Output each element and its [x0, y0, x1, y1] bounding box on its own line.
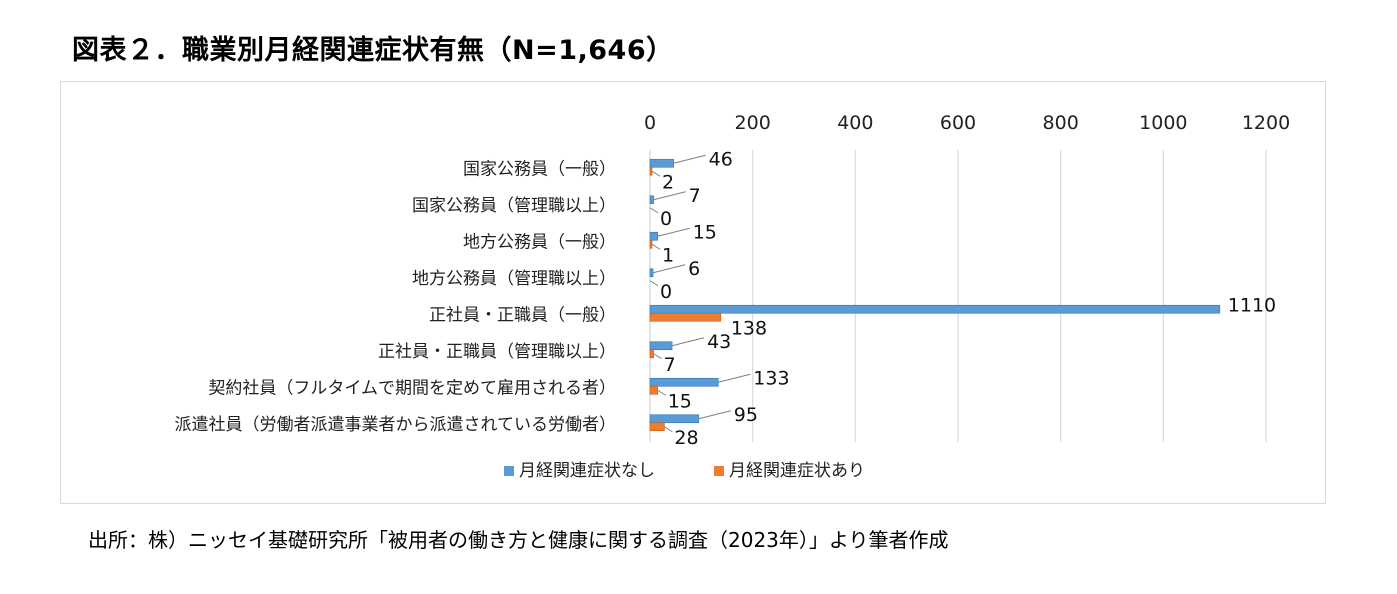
category-labels: 国家公務員（一般） 国家公務員（管理職以上） 地方公務員（一般） 地方公務員（管理職以…	[175, 159, 617, 435]
category-label: 地方公務員（一般）	[463, 232, 616, 252]
x-tick-label: 800	[1043, 112, 1079, 134]
category-label: 正社員・正職員（一般）	[429, 305, 616, 325]
leader-line	[671, 337, 705, 347]
leader-line	[657, 227, 690, 237]
data-label-series1: 1110	[1228, 294, 1276, 316]
x-tick-label: 1000	[1139, 112, 1187, 134]
leader-line	[698, 410, 731, 420]
category-label: 地方公務員（管理職以上）	[412, 269, 616, 289]
bar-series2	[649, 385, 658, 395]
data-label-series1: 7	[689, 185, 701, 207]
category-label: 国家公務員（一般）	[463, 159, 616, 179]
leader-line	[653, 191, 686, 201]
category-label: 契約社員（フルタイムで期間を定めて雇用される者）	[208, 378, 616, 398]
leader-line	[652, 264, 686, 274]
leader-line	[664, 426, 673, 433]
bar-series2	[649, 166, 653, 176]
category-label: 国家公務員（管理職以上）	[412, 196, 616, 216]
data-label-series2: 0	[660, 281, 672, 303]
bar-series1	[649, 304, 1221, 314]
category-label: 派遣社員（労働者派遣事業者から派遣されている労働者）	[175, 415, 617, 435]
data-label-series1: 6	[688, 258, 700, 280]
bar-series2	[649, 239, 653, 249]
legend-swatch	[504, 466, 514, 476]
data-label-series2: 1	[662, 244, 674, 266]
bar-series1	[649, 231, 658, 241]
data-label-series2: 138	[731, 317, 767, 339]
data-label-series2: 2	[662, 171, 674, 193]
x-tick-label: 200	[735, 112, 771, 134]
bar-series2	[649, 312, 722, 322]
bar-series2	[649, 349, 654, 359]
leader-line	[653, 353, 662, 360]
leader-line	[651, 170, 661, 177]
bar-series2	[649, 422, 665, 432]
leader-line	[651, 243, 661, 250]
gridlines	[649, 150, 1267, 442]
data-label-series1: 133	[753, 367, 789, 389]
legend-label: 月経関連症状なし	[519, 461, 655, 481]
source-note: 出所：株）ニッセイ基礎研究所「被用者の働き方と健康に関する調査（2023年）」よ…	[88, 528, 949, 552]
legend: 月経関連症状なし 月経関連症状あり	[504, 461, 865, 481]
bars	[649, 158, 1221, 432]
x-axis-ticks: 0 200 400 600 800 1000 1200	[644, 112, 1290, 134]
x-tick-label: 600	[940, 112, 976, 134]
bar-series1	[649, 158, 674, 168]
leader-line	[718, 373, 751, 383]
chart-frame: 0 200 400 600 800 1000 1200 国家公務員（一般） 国家公務員（管理職…	[60, 81, 1326, 504]
bar-series1	[649, 195, 654, 205]
data-label-series1: 43	[707, 331, 731, 353]
x-tick-label: 400	[837, 112, 873, 134]
bar-series1	[649, 341, 673, 351]
data-label-series1: 95	[734, 404, 758, 426]
data-label-series2: 0	[660, 208, 672, 230]
bar-chart: 0 200 400 600 800 1000 1200 国家公務員（一般）国家公務員（管理職…	[175, 112, 1291, 481]
legend-swatch	[714, 466, 724, 476]
data-label-series1: 46	[709, 148, 733, 170]
x-tick-label: 0	[644, 112, 656, 134]
x-tick-label: 1200	[1242, 112, 1290, 134]
leader-line	[649, 207, 659, 214]
data-label-series2: 28	[674, 427, 698, 449]
bar-series1	[649, 377, 719, 387]
category-label: 正社員・正職員（管理職以上）	[378, 342, 616, 362]
data-label-series1: 15	[693, 221, 717, 243]
legend-label: 月経関連症状あり	[729, 461, 865, 481]
bar-series1	[649, 414, 700, 424]
leader-line	[657, 389, 666, 396]
leader-line	[649, 280, 659, 287]
data-label-series2: 15	[668, 390, 692, 412]
data-label-series2: 7	[664, 354, 676, 376]
bar-series1	[649, 268, 654, 278]
leader-line	[673, 154, 706, 164]
chart-title: 図表２．職業別月経関連症状有無（N=1,646）	[72, 35, 674, 66]
